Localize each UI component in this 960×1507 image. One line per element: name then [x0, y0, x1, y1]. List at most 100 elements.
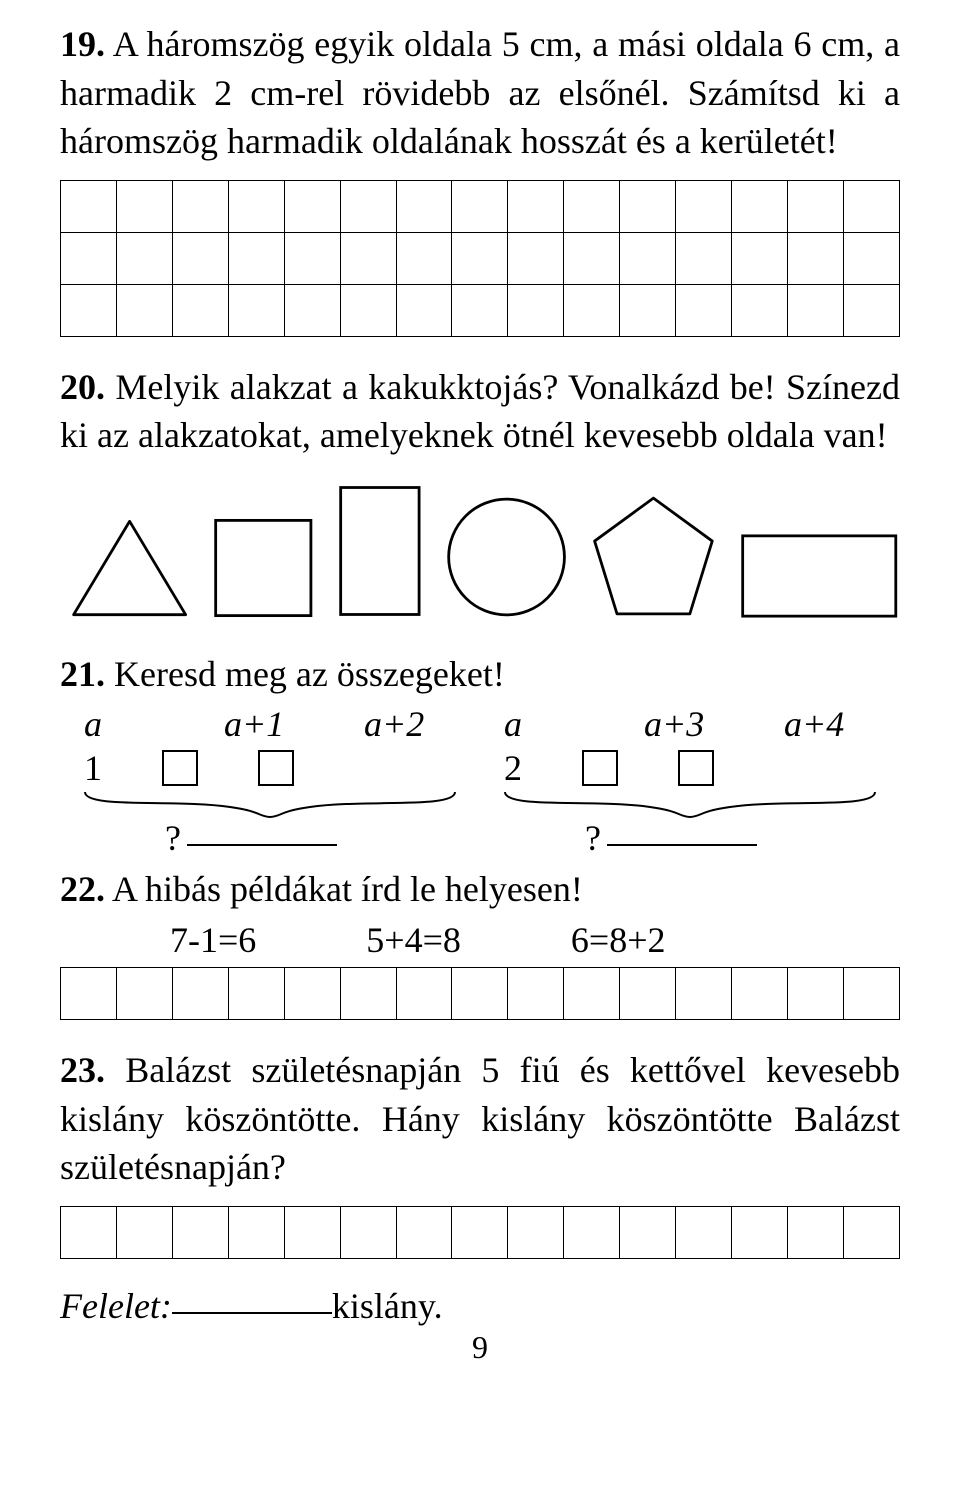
grid-cell[interactable] [396, 284, 452, 336]
answer-line[interactable] [172, 1312, 332, 1314]
q21-h1: a+1 [200, 703, 340, 745]
q21-value-row: 1 2 [60, 747, 900, 789]
grid-cell[interactable] [61, 968, 117, 1020]
grid-cell[interactable] [843, 1206, 899, 1258]
q21-qmark-left: ? [165, 817, 181, 859]
grid-cell[interactable] [116, 284, 172, 336]
grid-cell[interactable] [564, 968, 620, 1020]
grid-cell[interactable] [676, 284, 732, 336]
grid-cell[interactable] [843, 968, 899, 1020]
answer-grid-q22[interactable] [60, 967, 900, 1020]
grid-cell[interactable] [508, 284, 564, 336]
triangle-icon[interactable] [68, 512, 191, 624]
answer-grid-q23[interactable] [60, 1206, 900, 1259]
grid-cell[interactable] [787, 180, 843, 232]
answer-box[interactable] [678, 750, 714, 786]
grid-cell[interactable] [172, 180, 228, 232]
grid-cell[interactable] [787, 968, 843, 1020]
grid-cell[interactable] [340, 180, 396, 232]
grid-cell[interactable] [676, 180, 732, 232]
grid-cell[interactable] [61, 180, 117, 232]
grid-cell[interactable] [452, 180, 508, 232]
grid-cell[interactable] [172, 232, 228, 284]
grid-cell[interactable] [843, 180, 899, 232]
grid-cell[interactable] [116, 968, 172, 1020]
grid-cell[interactable] [676, 232, 732, 284]
grid-cell[interactable] [284, 180, 340, 232]
grid-cell[interactable] [676, 1206, 732, 1258]
answer-line[interactable] [607, 844, 757, 846]
grid-cell[interactable] [676, 968, 732, 1020]
answer-box[interactable] [582, 750, 618, 786]
grid-cell[interactable] [228, 1206, 284, 1258]
grid-cell[interactable] [620, 232, 676, 284]
answer-box[interactable] [258, 750, 294, 786]
circle-icon[interactable] [444, 490, 569, 624]
pentagon-icon[interactable] [589, 488, 718, 624]
grid-cell[interactable] [284, 1206, 340, 1258]
grid-cell[interactable] [228, 180, 284, 232]
grid-cell[interactable] [732, 1206, 788, 1258]
grid-cell[interactable] [452, 284, 508, 336]
grid-cell[interactable] [340, 1206, 396, 1258]
grid-cell[interactable] [452, 968, 508, 1020]
grid-cell[interactable] [732, 180, 788, 232]
wide-rectangle-icon[interactable] [738, 528, 900, 624]
answer-grid-q19[interactable] [60, 180, 900, 337]
grid-cell[interactable] [61, 1206, 117, 1258]
grid-cell[interactable] [396, 968, 452, 1020]
grid-cell[interactable] [508, 232, 564, 284]
grid-cell[interactable] [620, 1206, 676, 1258]
grid-cell[interactable] [843, 232, 899, 284]
grid-cell[interactable] [564, 232, 620, 284]
q22-eq2: 6=8+2 [571, 919, 666, 961]
grid-cell[interactable] [116, 180, 172, 232]
answer-box[interactable] [162, 750, 198, 786]
grid-cell[interactable] [508, 1206, 564, 1258]
grid-cell[interactable] [396, 232, 452, 284]
grid-cell[interactable] [396, 1206, 452, 1258]
curly-brace-icon [500, 787, 880, 821]
grid-cell[interactable] [61, 232, 117, 284]
grid-cell[interactable] [843, 284, 899, 336]
grid-cell[interactable] [787, 1206, 843, 1258]
grid-cell[interactable] [620, 968, 676, 1020]
grid-cell[interactable] [340, 284, 396, 336]
grid-cell[interactable] [172, 284, 228, 336]
grid-cell[interactable] [787, 284, 843, 336]
grid-cell[interactable] [732, 284, 788, 336]
grid-cell[interactable] [452, 1206, 508, 1258]
grid-cell[interactable] [228, 284, 284, 336]
grid-cell[interactable] [508, 180, 564, 232]
grid-cell[interactable] [172, 1206, 228, 1258]
grid-cell[interactable] [61, 284, 117, 336]
grid-cell[interactable] [284, 232, 340, 284]
grid-cell[interactable] [340, 232, 396, 284]
grid-cell[interactable] [228, 968, 284, 1020]
grid-cell[interactable] [732, 232, 788, 284]
grid-cell[interactable] [116, 1206, 172, 1258]
grid-cell[interactable] [284, 968, 340, 1020]
grid-cell[interactable] [284, 284, 340, 336]
q22-eq1: 5+4=8 [366, 919, 461, 961]
grid-cell[interactable] [508, 968, 564, 1020]
grid-cell[interactable] [732, 968, 788, 1020]
q22-eq0: 7-1=6 [170, 919, 256, 961]
grid-cell[interactable] [564, 284, 620, 336]
grid-cell[interactable] [340, 968, 396, 1020]
answer-line[interactable] [187, 844, 337, 846]
grid-cell[interactable] [452, 232, 508, 284]
grid-cell[interactable] [172, 968, 228, 1020]
grid-cell[interactable] [787, 232, 843, 284]
grid-cell[interactable] [396, 180, 452, 232]
page-number: 9 [60, 1329, 900, 1366]
tall-rectangle-icon[interactable] [336, 478, 424, 624]
grid-cell[interactable] [564, 1206, 620, 1258]
grid-cell[interactable] [116, 232, 172, 284]
grid-cell[interactable] [564, 180, 620, 232]
grid-cell[interactable] [620, 284, 676, 336]
grid-cell[interactable] [228, 232, 284, 284]
grid-cell[interactable] [620, 180, 676, 232]
square-icon[interactable] [211, 512, 316, 624]
felelet-line: Felelet:kislány. [60, 1285, 900, 1327]
